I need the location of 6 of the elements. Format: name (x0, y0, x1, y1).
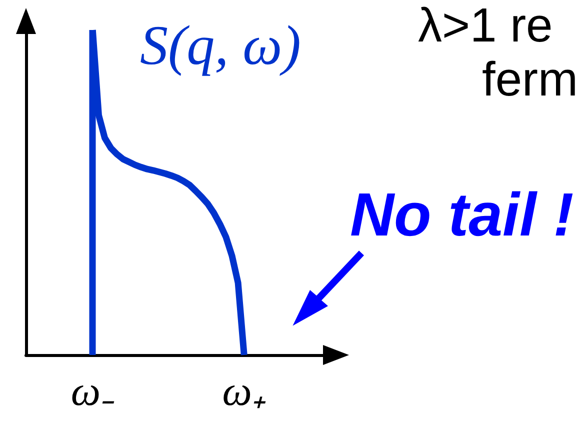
text: λ>1 re (418, 0, 553, 52)
x-tick-label: ω₊ (222, 369, 266, 415)
text: No tail ! (350, 180, 574, 248)
x-tick-label: ω₋ (70, 369, 114, 415)
text: ferm (482, 54, 578, 106)
series-label: S(q, ω) (140, 15, 301, 77)
